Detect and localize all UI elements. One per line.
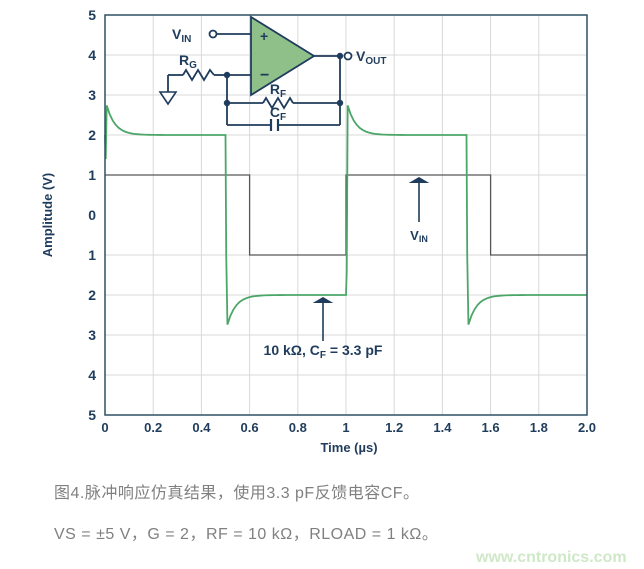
svg-text:2.0: 2.0 xyxy=(578,420,596,435)
svg-text:+: + xyxy=(260,28,268,44)
svg-text:1: 1 xyxy=(88,247,96,263)
svg-text:−: − xyxy=(260,67,269,84)
svg-text:0: 0 xyxy=(88,207,96,223)
svg-text:3: 3 xyxy=(88,87,96,103)
svg-text:1: 1 xyxy=(342,420,349,435)
svg-text:4: 4 xyxy=(88,47,96,63)
svg-text:2: 2 xyxy=(88,287,96,303)
svg-text:0.4: 0.4 xyxy=(192,420,211,435)
svg-text:2: 2 xyxy=(88,127,96,143)
svg-text:0.2: 0.2 xyxy=(144,420,162,435)
svg-text:1.6: 1.6 xyxy=(482,420,500,435)
svg-text:4: 4 xyxy=(88,367,96,383)
svg-text:0: 0 xyxy=(101,420,108,435)
svg-text:1: 1 xyxy=(88,167,96,183)
svg-text:Time (µs): Time (µs) xyxy=(320,440,377,455)
svg-text:3: 3 xyxy=(88,327,96,343)
svg-text:1.2: 1.2 xyxy=(385,420,403,435)
svg-text:Amplitude (V): Amplitude (V) xyxy=(40,173,55,258)
svg-text:1.4: 1.4 xyxy=(433,420,452,435)
svg-text:0.6: 0.6 xyxy=(241,420,259,435)
svg-text:5: 5 xyxy=(88,7,96,23)
svg-text:1.8: 1.8 xyxy=(530,420,548,435)
svg-text:5: 5 xyxy=(88,407,96,423)
svg-text:0.8: 0.8 xyxy=(289,420,307,435)
